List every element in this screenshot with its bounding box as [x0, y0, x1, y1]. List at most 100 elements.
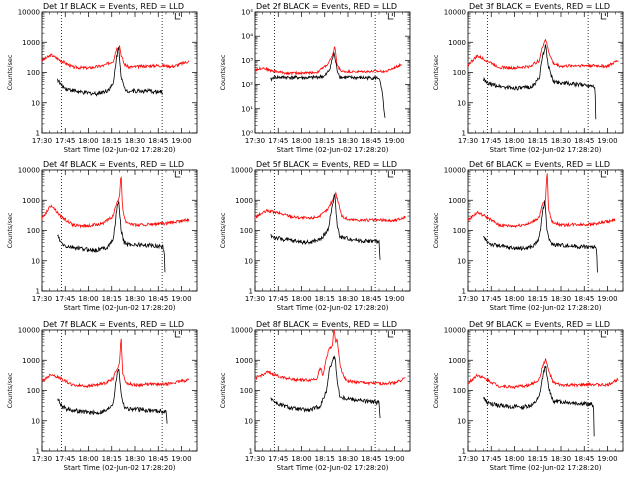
x-tick-label: 18:15 [102, 455, 122, 463]
x-tick-label: 18:00 [78, 455, 98, 463]
bracket-marker [387, 13, 394, 20]
panel-4f: Det 4f BLACK = Events, RED = LLD 1 10 100 10… [6, 160, 198, 312]
x-tick-label: 17:30 [32, 137, 52, 145]
bracket-marker [600, 171, 607, 178]
series-events-line [270, 194, 381, 260]
panel-title: Det 3f BLACK = Events, RED = LLD [469, 2, 610, 11]
x-tick-label: 18:15 [528, 137, 548, 145]
y-tick-label: 10000 [444, 167, 466, 175]
y-axis-label: Counts/sec [219, 212, 227, 248]
y-tick-label: 1000 [22, 197, 40, 205]
series-events-line [57, 201, 166, 273]
panel-title: Det 9f BLACK = Events, RED = LLD [469, 320, 610, 329]
x-axis-label: Start Time (02-Jun-02 17:28:20) [490, 146, 602, 154]
series-lld-line [254, 45, 403, 76]
y-tick-label: 1000 [448, 197, 466, 205]
x-tick-label: 19:00 [171, 455, 191, 463]
x-tick-label: 18:45 [361, 295, 381, 303]
y-tick-label: 1000 [448, 357, 466, 365]
x-tick-label: 19:00 [597, 295, 617, 303]
x-axis-label: Start Time (02-Jun-02 17:28:20) [277, 146, 389, 154]
x-axis-label: Start Time (02-Jun-02 17:28:20) [277, 304, 389, 312]
axes-frame [467, 11, 624, 134]
x-tick-label: 18:00 [78, 137, 98, 145]
y-tick-label: 100 [453, 69, 466, 77]
x-tick-label: 18:15 [315, 455, 335, 463]
y-tick-label: 10000 [231, 327, 253, 335]
x-tick-label: 18:15 [528, 455, 548, 463]
panel-2f: Det 2f BLACK = Events, RED = LLD 10⁰ 10¹ 10… [219, 2, 411, 154]
axes-frame [254, 169, 411, 292]
series-lld-line [467, 38, 619, 70]
series-events-line [270, 355, 381, 419]
x-tick-label: 18:45 [574, 295, 594, 303]
bracket-marker [387, 171, 394, 178]
axes-frame [41, 169, 198, 292]
y-tick-label: 1 [249, 448, 253, 456]
x-tick-label: 17:30 [245, 455, 265, 463]
series-lld-line [41, 338, 190, 389]
panel-8f: Det 8f BLACK = Events, RED = LLD 1 10 100 10… [219, 320, 411, 472]
series-events-line [57, 368, 168, 424]
panel-title: Det 8f BLACK = Events, RED = LLD [256, 320, 397, 329]
y-tick-label: 1 [462, 288, 466, 296]
x-tick-label: 17:45 [55, 295, 75, 303]
panel-9f: Det 9f BLACK = Events, RED = LLD 1 10 100 10… [432, 320, 624, 472]
x-tick-label: 17:30 [458, 137, 478, 145]
y-axis-label: Counts/sec [219, 54, 227, 90]
y-tick-label: 10000 [444, 9, 466, 17]
y-tick-label: 100 [27, 387, 40, 395]
y-tick-label: 100 [27, 69, 40, 77]
series-events-line [57, 47, 164, 97]
x-tick-label: 18:30 [338, 295, 358, 303]
x-tick-label: 17:45 [268, 295, 288, 303]
x-tick-label: 18:45 [148, 455, 168, 463]
x-tick-label: 18:30 [125, 295, 145, 303]
axes-frame [254, 329, 411, 452]
panel-3f: Det 3f BLACK = Events, RED = LLD 1 10 100 10… [432, 2, 624, 154]
axes-frame [41, 11, 198, 134]
y-axis-label: Counts/sec [432, 372, 440, 408]
y-tick-label: 1000 [235, 357, 253, 365]
x-tick-label: 17:45 [55, 455, 75, 463]
x-tick-label: 18:00 [291, 455, 311, 463]
y-tick-label: 1 [462, 448, 466, 456]
y-tick-label: 10000 [444, 327, 466, 335]
x-axis-label: Start Time (02-Jun-02 17:28:20) [490, 304, 602, 312]
x-axis-label: Start Time (02-Jun-02 17:28:20) [64, 146, 176, 154]
x-tick-label: 17:45 [481, 137, 501, 145]
y-tick-label: 10000 [18, 9, 40, 17]
y-tick-label: 10⁵ [241, 9, 253, 17]
y-axis-label: Counts/sec [6, 212, 14, 248]
x-tick-label: 18:00 [504, 455, 524, 463]
y-tick-label: 100 [453, 227, 466, 235]
y-tick-label: 10 [457, 257, 466, 265]
series-lld-line [41, 175, 190, 229]
x-axis-label: Start Time (02-Jun-02 17:28:20) [64, 304, 176, 312]
x-tick-label: 18:15 [102, 295, 122, 303]
axes-frame [467, 329, 624, 452]
bracket-marker [174, 331, 181, 338]
y-tick-label: 10000 [18, 327, 40, 335]
x-tick-label: 18:00 [291, 137, 311, 145]
series-events-line [270, 51, 386, 118]
y-tick-label: 100 [240, 387, 253, 395]
x-tick-label: 17:45 [268, 137, 288, 145]
bracket-marker [600, 13, 607, 20]
x-tick-label: 18:45 [148, 137, 168, 145]
x-tick-label: 17:30 [245, 295, 265, 303]
x-tick-label: 18:15 [528, 295, 548, 303]
panel-title: Det 1f BLACK = Events, RED = LLD [43, 2, 184, 11]
axes-frame [467, 169, 624, 292]
x-tick-label: 17:30 [458, 455, 478, 463]
y-tick-label: 100 [27, 227, 40, 235]
y-tick-label: 10 [31, 99, 40, 107]
axes-frame [41, 329, 198, 452]
y-tick-label: 10³ [241, 57, 253, 65]
y-tick-label: 10000 [18, 167, 40, 175]
x-tick-label: 17:45 [55, 137, 75, 145]
x-tick-label: 17:30 [32, 295, 52, 303]
series-events-line [483, 200, 598, 273]
